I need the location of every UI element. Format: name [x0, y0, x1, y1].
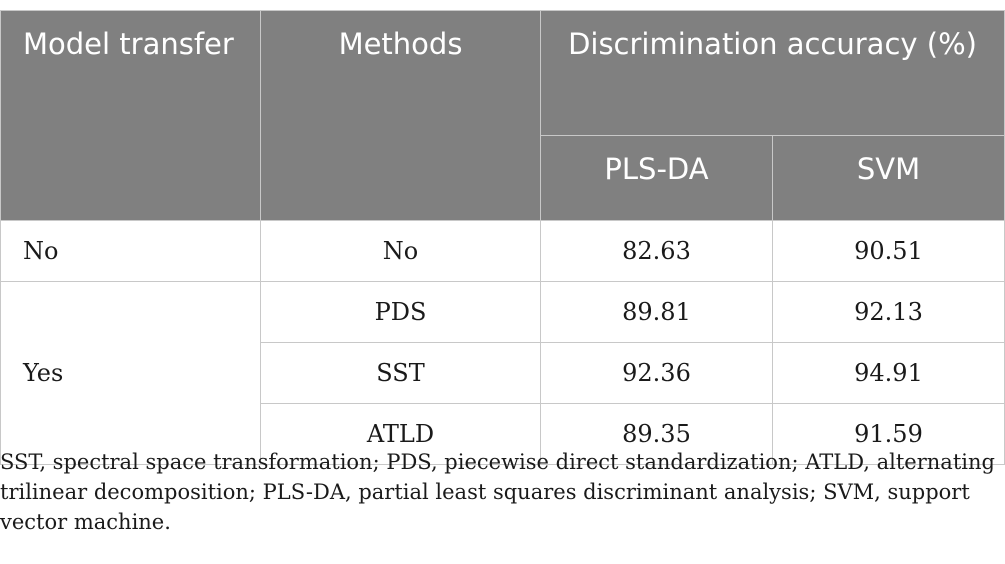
header-row-top: Model transfer Methods Discrimination ac…: [0, 10, 1005, 221]
cell-method: SST: [260, 342, 541, 404]
header-discrimination-accuracy: Discrimination accuracy (%): [539, 10, 1005, 136]
table-row: ATLD 89.35 91.59: [1, 403, 1005, 465]
cell-method: ATLD: [260, 403, 541, 465]
cell-pls-da: 89.81: [540, 281, 773, 343]
cell-svm: 90.51: [771, 220, 1005, 282]
cell-method: PDS: [260, 281, 541, 343]
table-row: No No 82.63 90.51: [0, 220, 1005, 282]
header-pls-da: PLS-DA: [540, 135, 773, 221]
cell-method: No: [260, 220, 541, 282]
cell-model-transfer: No: [0, 220, 261, 282]
cell-svm: 91.59: [771, 403, 1005, 465]
table-row: SST 92.36 94.91: [1, 342, 1005, 404]
table-body: No No 82.63 90.51 Yes PDS 89.81 92.13 SS…: [0, 220, 1005, 465]
table-footnote: SST, spectral space transformation; PDS,…: [0, 450, 995, 534]
table-header: Model transfer Methods Discrimination ac…: [0, 10, 1005, 221]
header-model-transfer: Model transfer: [0, 10, 261, 221]
header-row-sub: PLS-DA SVM: [1, 135, 1005, 221]
cell-svm: 92.13: [771, 281, 1005, 343]
cell-pls-da: 82.63: [540, 220, 773, 282]
table-row: Yes PDS 89.81 92.13: [0, 281, 1005, 465]
cell-pls-da: 92.36: [540, 342, 773, 404]
cell-svm: 94.91: [771, 342, 1005, 404]
results-table: Model transfer Methods Discrimination ac…: [0, 10, 1005, 465]
header-svm: SVM: [771, 135, 1005, 221]
header-methods: Methods: [260, 10, 541, 221]
cell-model-transfer: Yes: [0, 281, 261, 465]
